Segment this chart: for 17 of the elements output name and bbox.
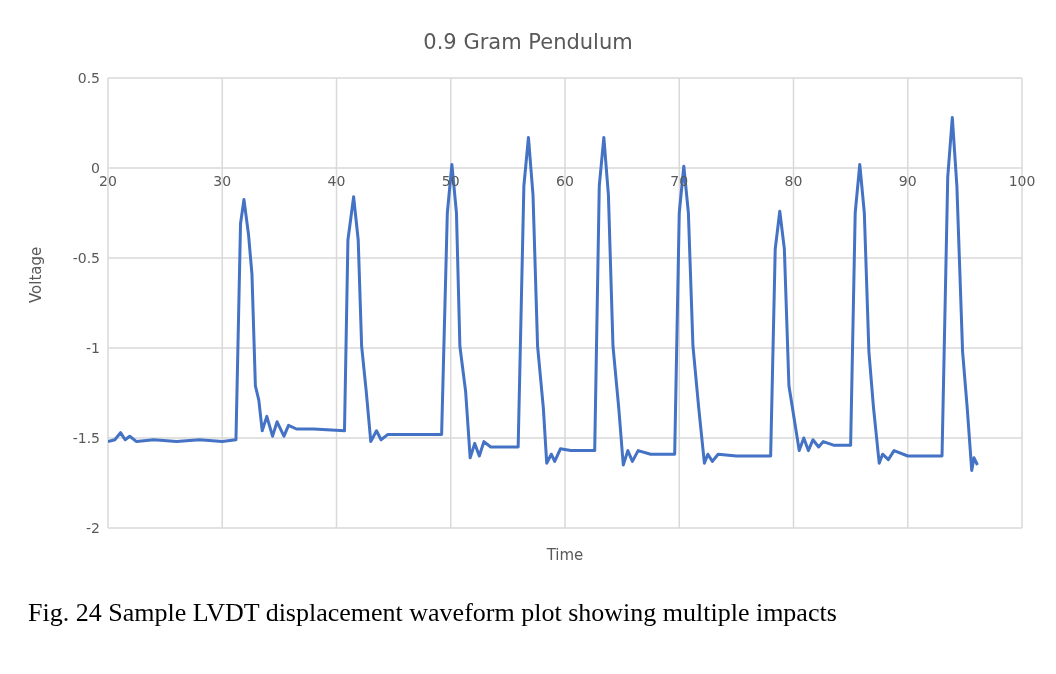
- x-tick-label: 100: [1008, 173, 1036, 189]
- y-tick-label: -1.5: [72, 429, 100, 446]
- x-tick-label: 80: [784, 173, 803, 189]
- x-axis-title: Time: [545, 546, 584, 564]
- y-tick-label: -2: [86, 519, 100, 536]
- y-tick-label: 0.5: [77, 69, 100, 86]
- x-tick-label: 60: [556, 173, 574, 189]
- x-tick-label: 90: [898, 173, 917, 189]
- caption: Fig. 24 Sample LVDT displacement waveform plot showing multiple impacts: [28, 598, 837, 628]
- y-axis-title: Voltage: [27, 246, 46, 303]
- y-tick-label: -0.5: [72, 249, 100, 266]
- x-tick-label: 40: [327, 173, 346, 189]
- chart-title: 0.9 Gram Pendulum: [422, 30, 634, 54]
- y-tick-label: 0: [91, 159, 100, 176]
- x-tick-label: 20: [99, 173, 117, 189]
- x-tick-label: 30: [213, 173, 232, 189]
- y-tick-label: -1: [86, 339, 100, 356]
